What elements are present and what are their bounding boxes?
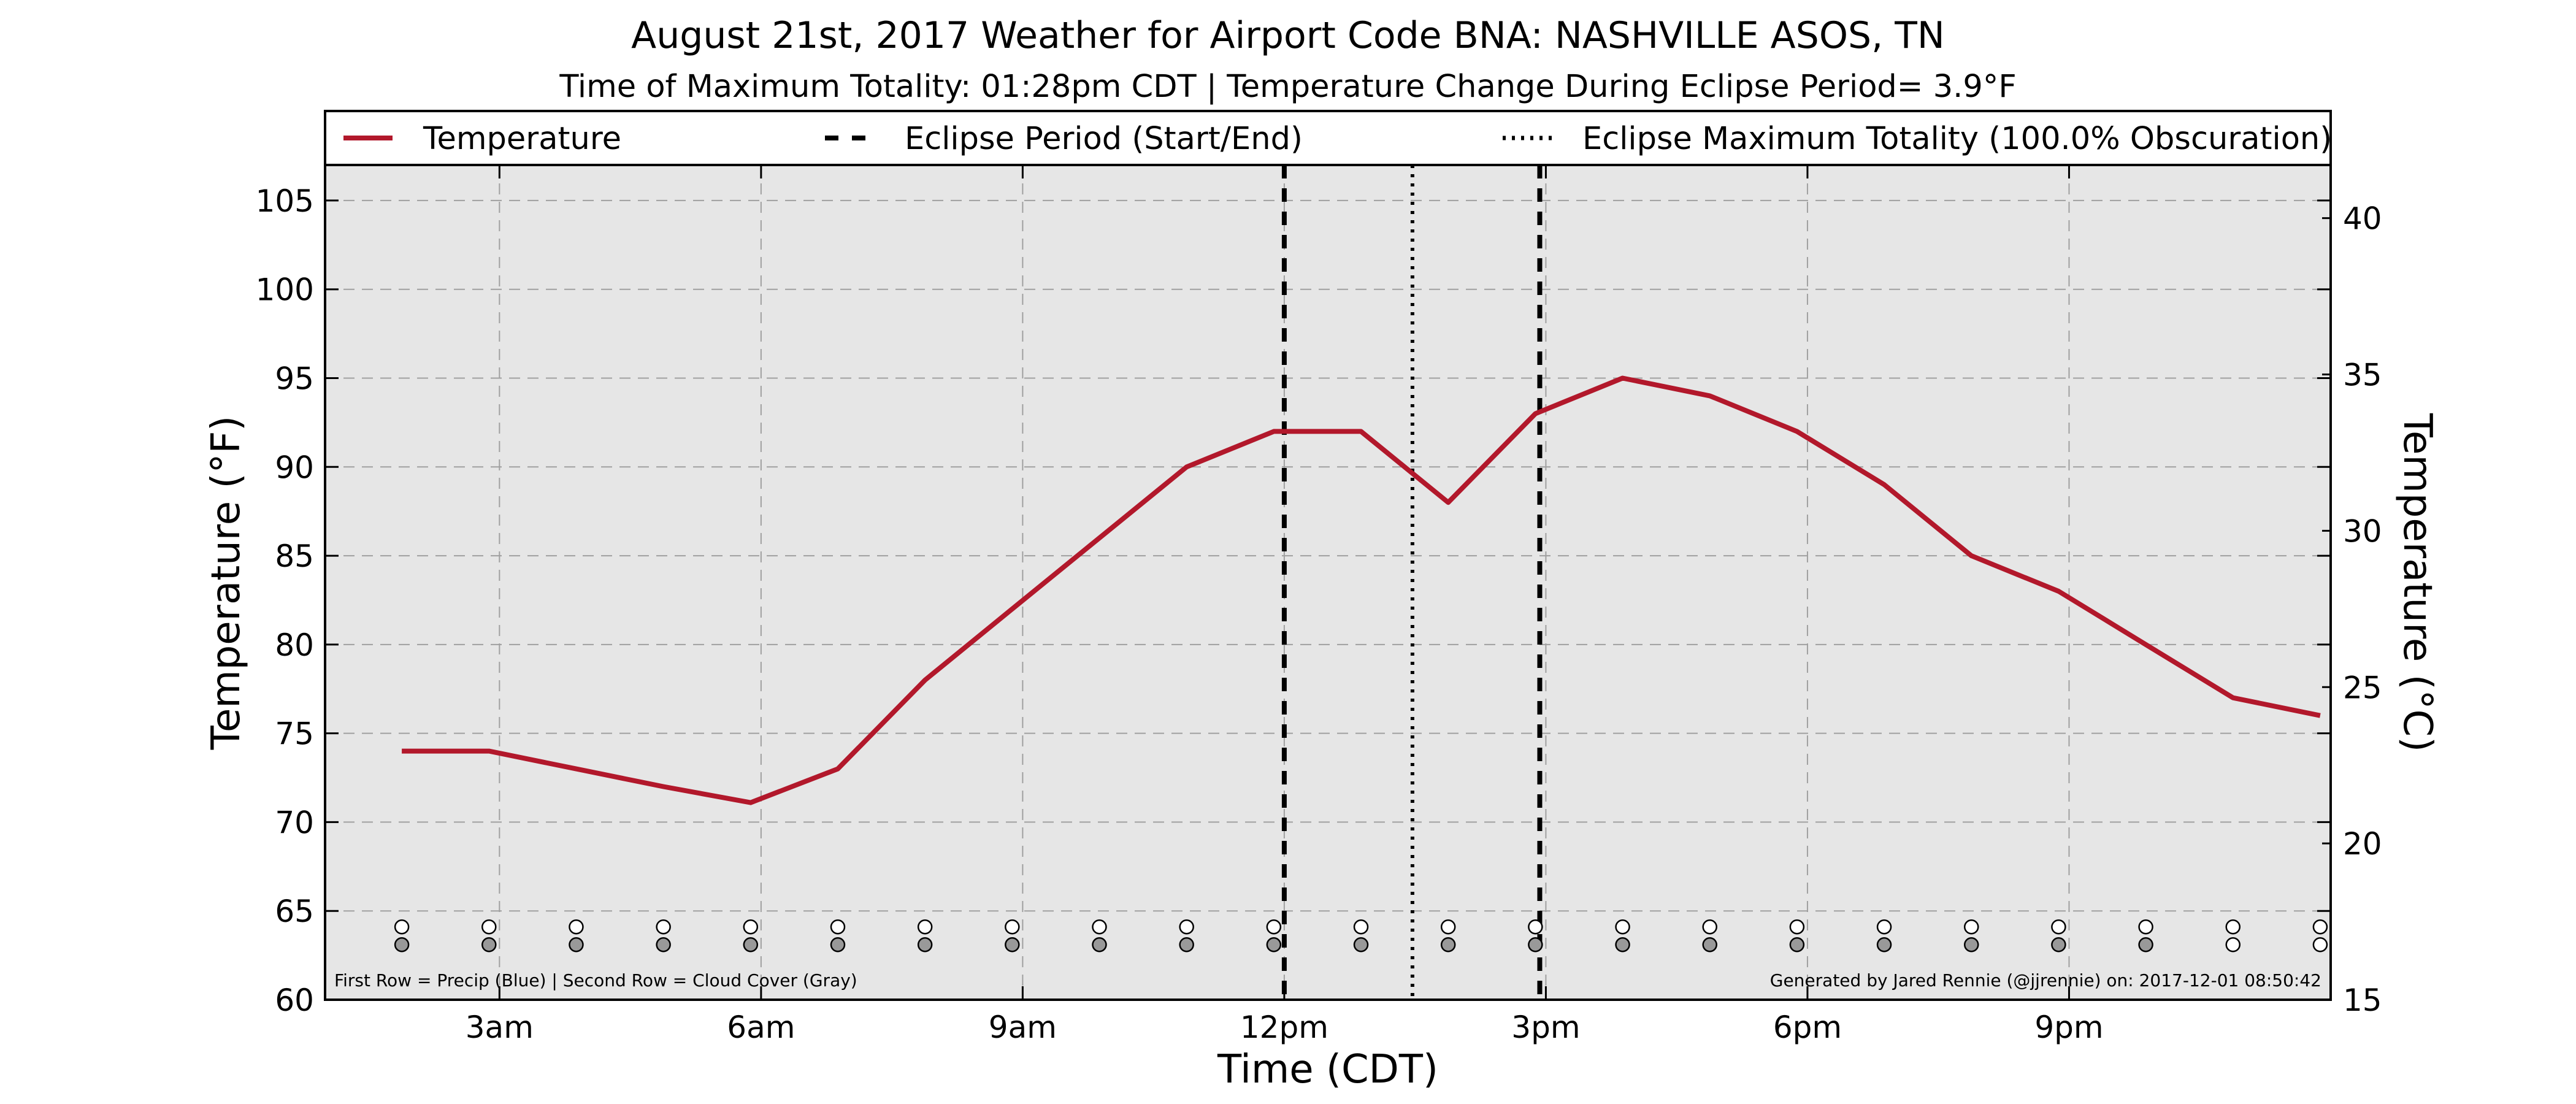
cloud-marker: [743, 937, 759, 953]
x-tick-label: 3pm: [1511, 1010, 1580, 1045]
cloud-marker: [2138, 937, 2153, 953]
plot-background: [325, 165, 2331, 1000]
cloud-marker: [1789, 937, 1805, 953]
y-tick-label: 100: [256, 272, 314, 308]
cloud-marker: [1528, 937, 1543, 953]
y-tick-label: 105: [256, 183, 314, 219]
cloud-marker: [1963, 937, 1979, 953]
plot-frame: [324, 164, 2332, 1001]
legend-label-eclipse-period: Eclipse Period (Start/End): [905, 121, 1303, 157]
legend: Temperature Eclipse Period (Start/End) E…: [324, 110, 2332, 166]
cloud-marker: [1092, 937, 1107, 953]
cloud-marker: [917, 937, 933, 953]
x-axis-label: Time (CDT): [1217, 1047, 1438, 1092]
precip-marker: [481, 919, 497, 935]
precip-marker: [1528, 919, 1543, 935]
precip-marker: [2225, 919, 2241, 935]
x-tick-label: 9am: [989, 1010, 1057, 1045]
cloud-marker: [481, 937, 497, 953]
precip-cloud-markers: [394, 919, 2328, 953]
y-tick-label: 75: [275, 716, 314, 752]
precip-marker: [1963, 919, 1979, 935]
y-axis-label-left: Temperature (°F): [204, 416, 249, 751]
precip-marker: [1876, 919, 1892, 935]
cloud-marker: [1266, 937, 1282, 953]
cloud-marker: [1876, 937, 1892, 953]
x-tick-label: 12pm: [1240, 1010, 1328, 1045]
precip-marker: [656, 919, 671, 935]
y-right-tick-label: 35: [2343, 358, 2382, 393]
precip-marker: [1789, 919, 1805, 935]
chart-subtitle: Time of Maximum Totality: 01:28pm CDT | …: [559, 69, 2016, 105]
y-tick-label: 80: [275, 627, 314, 663]
precip-marker: [1092, 919, 1107, 935]
grid-lines: [325, 165, 2331, 1000]
footnote-left: First Row = Precip (Blue) | Second Row =…: [334, 970, 857, 991]
x-tick-label: 9pm: [2034, 1010, 2103, 1045]
precip-marker: [743, 919, 759, 935]
cloud-marker: [394, 937, 410, 953]
y-tick-label: 85: [275, 539, 314, 574]
chart-title: August 21st, 2017 Weather for Airport Co…: [631, 14, 1945, 57]
precip-marker: [2312, 919, 2328, 935]
y-right-tick-label: 25: [2343, 670, 2382, 705]
temperature-series: [402, 375, 2321, 805]
cloud-marker: [1702, 937, 1717, 953]
cloud-marker: [1615, 937, 1630, 953]
y-tick-label: 90: [275, 450, 314, 485]
precip-marker: [917, 919, 933, 935]
precip-marker: [1615, 919, 1630, 935]
precip-marker: [1179, 919, 1194, 935]
x-tick-label: 3am: [466, 1010, 534, 1045]
eclipse-markers: [1281, 165, 1543, 1000]
legend-label-eclipse-max: Eclipse Maximum Totality (100.0% Obscura…: [1582, 121, 2332, 157]
precip-marker: [394, 919, 410, 935]
cloud-marker: [656, 937, 671, 953]
precip-marker: [1353, 919, 1369, 935]
precip-marker: [569, 919, 584, 935]
y-tick-label: 70: [275, 805, 314, 840]
precip-marker: [2138, 919, 2153, 935]
cloud-marker: [2312, 937, 2328, 953]
x-tick-label: 6am: [727, 1010, 795, 1045]
y-axis-label-right: Temperature (°C): [2394, 413, 2440, 752]
footnote-right: Generated by Jared Rennie (@jjrennie) on…: [1770, 970, 2321, 991]
precip-marker: [1005, 919, 1020, 935]
cloud-marker: [2225, 937, 2241, 953]
precip-marker: [1266, 919, 1282, 935]
y-right-tick-label: 30: [2343, 513, 2382, 549]
legend-label-temperature: Temperature: [423, 121, 621, 157]
cloud-marker: [1353, 937, 1369, 953]
y-right-tick-label: 15: [2343, 983, 2382, 1018]
legend-frame: [324, 110, 2332, 166]
cloud-marker: [1005, 937, 1020, 953]
cloud-marker: [830, 937, 846, 953]
cloud-marker: [2051, 937, 2066, 953]
cloud-marker: [569, 937, 584, 953]
x-tick-label: 6pm: [1773, 1010, 1842, 1045]
y-right-tick-label: 20: [2343, 826, 2382, 862]
y-tick-label: 60: [275, 983, 314, 1018]
precip-marker: [1440, 919, 1456, 935]
cloud-marker: [1440, 937, 1456, 953]
y-tick-label: 65: [275, 894, 314, 929]
precip-marker: [830, 919, 846, 935]
y-tick-label: 95: [275, 361, 314, 396]
axis-ticks: 60 65 70 75 80 85 90 95 100 105 15 20 25 30 35 40 3am 6am…: [256, 165, 2382, 1045]
cloud-marker: [1179, 937, 1194, 953]
precip-marker: [2051, 919, 2066, 935]
precip-marker: [1702, 919, 1717, 935]
y-right-tick-label: 40: [2343, 201, 2382, 237]
